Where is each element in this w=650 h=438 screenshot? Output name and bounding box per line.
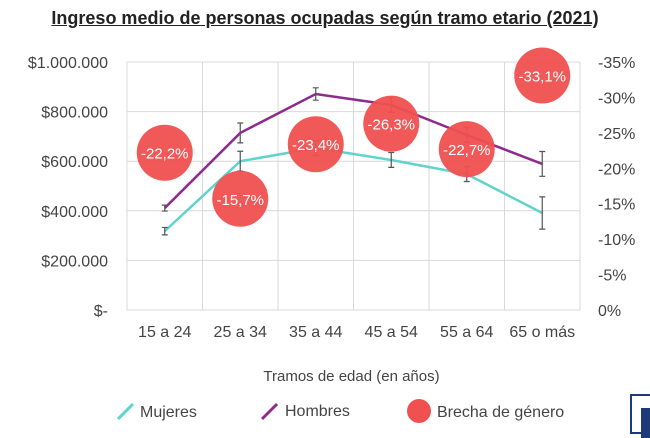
x-tick-label: 15 a 24 — [138, 324, 191, 341]
logo — [630, 394, 650, 438]
legend-hombres-label: Hombres — [285, 403, 350, 420]
x-tick-label: 45 a 54 — [365, 324, 418, 341]
gap-bubble — [363, 95, 420, 152]
y-right-tick-label: -10% — [598, 232, 635, 249]
y-right-tick-label: -20% — [598, 161, 635, 178]
error-bar — [312, 87, 319, 101]
x-tick-label: 25 a 34 — [214, 324, 267, 341]
series-line-mujeres — [163, 146, 543, 233]
legend-mujeres-marker — [116, 402, 135, 421]
gap-data-label: -22,7% — [443, 142, 491, 159]
gap-bubble — [287, 116, 344, 173]
error-bar — [388, 151, 395, 168]
gap-bubble — [212, 170, 269, 227]
legend-brecha-marker — [407, 399, 431, 423]
y-right-tick-label: -35% — [598, 55, 635, 72]
error-bar — [161, 204, 168, 212]
y-left-tick-label: $600.000 — [41, 154, 108, 171]
y-left-tick-label: $200.000 — [41, 253, 108, 270]
y-left-tick-label: $- — [94, 303, 108, 320]
y-right-tick-label: -5% — [598, 268, 626, 285]
y-right-tick-label: 0% — [598, 303, 621, 320]
legend-mujeres-label: Mujeres — [140, 404, 197, 421]
gap-data-label: -23,4% — [292, 137, 340, 154]
gap-data-label: -33,1% — [518, 68, 566, 85]
x-tick-label: 35 a 44 — [289, 324, 342, 341]
y-right-tick-label: -25% — [598, 126, 635, 143]
legend-hombres-marker — [260, 402, 279, 421]
chart-title: Ingreso medio de personas ocupadas según… — [51, 8, 599, 28]
gap-data-label: -22,2% — [141, 146, 189, 163]
y-left-tick-label: $400.000 — [41, 204, 108, 221]
error-bar — [539, 150, 546, 177]
gap-bubble — [438, 121, 495, 178]
x-tick-label: 65 o más — [509, 324, 575, 341]
y-right-tick-label: -15% — [598, 197, 635, 214]
x-axis-label: Tramos de edad (en años) — [263, 368, 439, 385]
y-left-tick-label: $800.000 — [41, 105, 108, 122]
gap-bubble — [136, 124, 193, 181]
gap-data-label: -26,3% — [367, 117, 415, 134]
error-bar — [539, 196, 546, 230]
gap-data-label: -15,7% — [216, 192, 264, 209]
y-right-tick-label: -30% — [598, 90, 635, 107]
x-tick-label: 55 a 64 — [440, 324, 493, 341]
legend-brecha-label: Brecha de género — [437, 404, 564, 421]
error-bar — [237, 122, 244, 144]
gap-bubble — [514, 47, 571, 104]
y-left-tick-label: $1.000.000 — [28, 55, 108, 72]
error-bar — [161, 226, 168, 236]
